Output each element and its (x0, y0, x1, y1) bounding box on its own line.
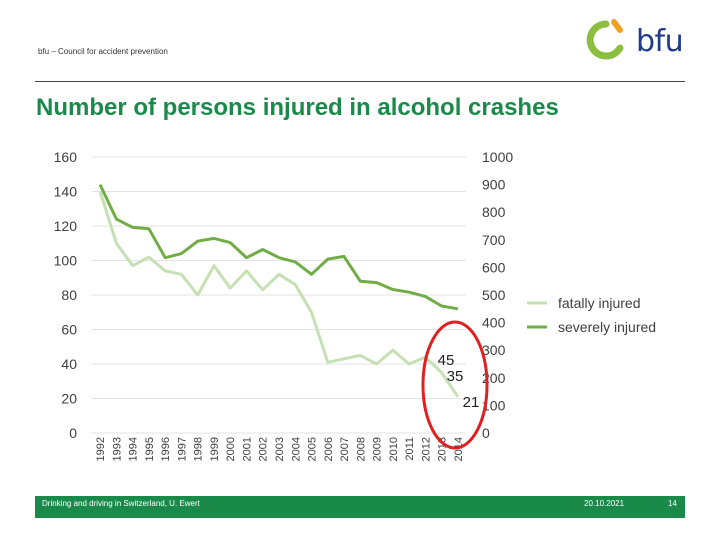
bfu-logo-icon (586, 19, 624, 60)
right-tick-label: 400 (482, 315, 506, 331)
right-tick-label: 100 (482, 397, 506, 413)
right-tick-label: 0 (482, 425, 490, 441)
x-tick-label: 2008 (355, 437, 367, 461)
right-tick-label: 500 (482, 287, 506, 303)
left-tick-label: 100 (54, 253, 78, 269)
right-tick-label: 900 (482, 177, 506, 193)
footer-source: Drinking and driving in Switzerland, U. … (42, 499, 200, 508)
x-tick-label: 2009 (372, 437, 384, 461)
x-tick-label: 2012 (420, 437, 432, 461)
x-tick-label: 1996 (160, 437, 172, 461)
legend-label: severely injured (558, 319, 656, 335)
right-tick-label: 800 (482, 204, 506, 220)
x-tick-label: 1999 (209, 437, 221, 461)
x-tick-label: 1993 (111, 437, 123, 461)
left-tick-label: 160 (54, 149, 78, 165)
right-tick-label: 300 (482, 342, 506, 358)
right-tick-label: 600 (482, 259, 506, 275)
series-line-fatally-injured (98, 191, 460, 398)
x-tick-label: 2007 (339, 437, 351, 461)
x-tick-label: 2011 (404, 437, 416, 461)
left-tick-label: 120 (54, 218, 78, 234)
header-divider (35, 81, 685, 82)
x-tick-label: 2013 (437, 437, 449, 461)
x-tick-label: 2005 (307, 437, 319, 461)
left-tick-label: 20 (61, 391, 77, 407)
footer-bar (35, 496, 685, 518)
x-tick-label: 1994 (128, 437, 140, 461)
x-tick-label: 1998 (193, 437, 205, 461)
data-label: 35 (447, 368, 464, 385)
x-tick-label: 2000 (225, 437, 237, 461)
header-note: bfu – Council for accident prevention (38, 47, 168, 56)
x-tick-label: 1992 (95, 437, 107, 461)
x-tick-label: 2002 (258, 437, 270, 461)
x-tick-label: 1997 (176, 437, 188, 461)
x-tick-label: 2004 (290, 437, 302, 461)
highlight-circle (421, 320, 489, 450)
page-number: 14 (668, 499, 677, 508)
x-tick-label: 2014 (453, 437, 465, 461)
x-tick-label: 2006 (323, 437, 335, 461)
left-tick-label: 40 (61, 356, 77, 372)
left-tick-label: 60 (61, 322, 77, 338)
data-label: 45 (438, 352, 455, 369)
right-tick-label: 1000 (482, 149, 513, 165)
left-tick-label: 0 (69, 425, 77, 441)
legend-label: fatally injured (558, 295, 641, 311)
series-line-severely-injured (98, 183, 459, 311)
x-tick-label: 2010 (388, 437, 400, 461)
chart-title: Number of persons injured in alcohol cra… (36, 94, 559, 121)
left-tick-label: 140 (54, 184, 78, 200)
left-tick-label: 80 (61, 287, 77, 303)
footer-date: 20.10.2021 (584, 499, 625, 508)
x-tick-label: 1995 (144, 437, 156, 461)
logo-text: bfu (636, 24, 684, 59)
data-label: 21 (463, 394, 480, 411)
x-tick-label: 2003 (274, 437, 286, 461)
x-tick-label: 2001 (241, 437, 253, 461)
right-tick-label: 700 (482, 232, 506, 248)
